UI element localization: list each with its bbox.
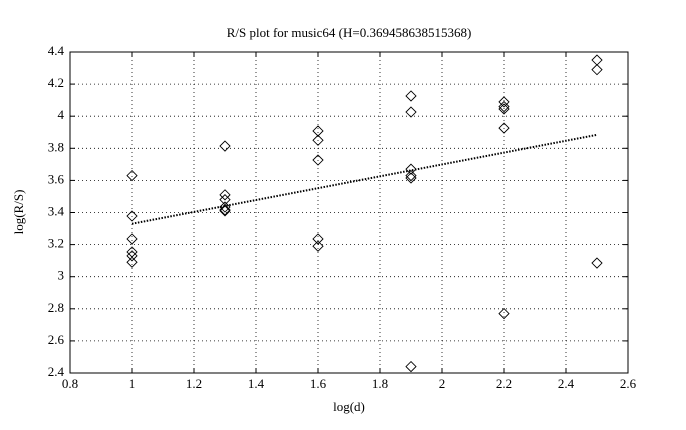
data-point [405,106,417,118]
chart-title: R/S plot for music64 (H=0.36945863851536… [227,25,472,40]
x-tick-label: 1.2 [186,376,202,391]
x-tick-label: 1 [129,376,136,391]
x-tick-label: 2.6 [620,376,637,391]
data-point [219,205,231,217]
x-tick-label: 1.8 [372,376,388,391]
data-point [219,140,231,152]
y-axis-label: log(R/S) [11,190,26,235]
x-tick-label: 2.2 [496,376,512,391]
x-tick-label: 2 [439,376,446,391]
x-tick-label: 1.6 [310,376,327,391]
data-point [405,90,417,102]
data-point [126,169,138,182]
data-point [591,257,603,269]
data-point [219,204,231,216]
y-tick-label: 3.4 [48,203,65,218]
data-point [312,240,324,252]
data-point [498,307,510,320]
data-point [405,163,417,175]
data-point [591,64,603,76]
y-tick-label: 2.6 [48,332,65,347]
data-point [126,250,138,262]
y-tick-label: 3.6 [48,171,65,186]
data-point [219,189,231,201]
data-point [126,256,138,268]
fit-line [131,133,598,225]
y-tick-label: 2.8 [48,300,64,315]
y-tick-label: 3 [58,268,65,283]
y-tick-label: 4 [58,107,65,122]
data-point [498,122,510,134]
x-tick-label: 0.8 [62,376,78,391]
data-point [405,360,417,373]
data-point [126,210,138,222]
y-tick-label: 3.8 [48,139,64,154]
data-point [405,169,417,182]
x-axis-label: log(d) [333,399,365,414]
data-point [219,201,231,213]
y-tick-label: 3.2 [48,236,64,251]
data-point [498,103,510,115]
x-tick-label: 1.4 [248,376,265,391]
x-tick-label: 2.4 [558,376,575,391]
data-point [312,134,324,146]
y-tick-label: 4.2 [48,75,64,90]
data-point [126,233,138,245]
data-point [312,125,324,137]
data-point [405,172,417,184]
y-tick-label: 2.4 [48,364,65,379]
data-point [498,96,510,108]
y-tick-label: 4.4 [48,43,65,58]
plot-frame [69,51,629,374]
data-point [312,154,324,166]
data-point [498,100,510,113]
data-point [312,233,324,245]
